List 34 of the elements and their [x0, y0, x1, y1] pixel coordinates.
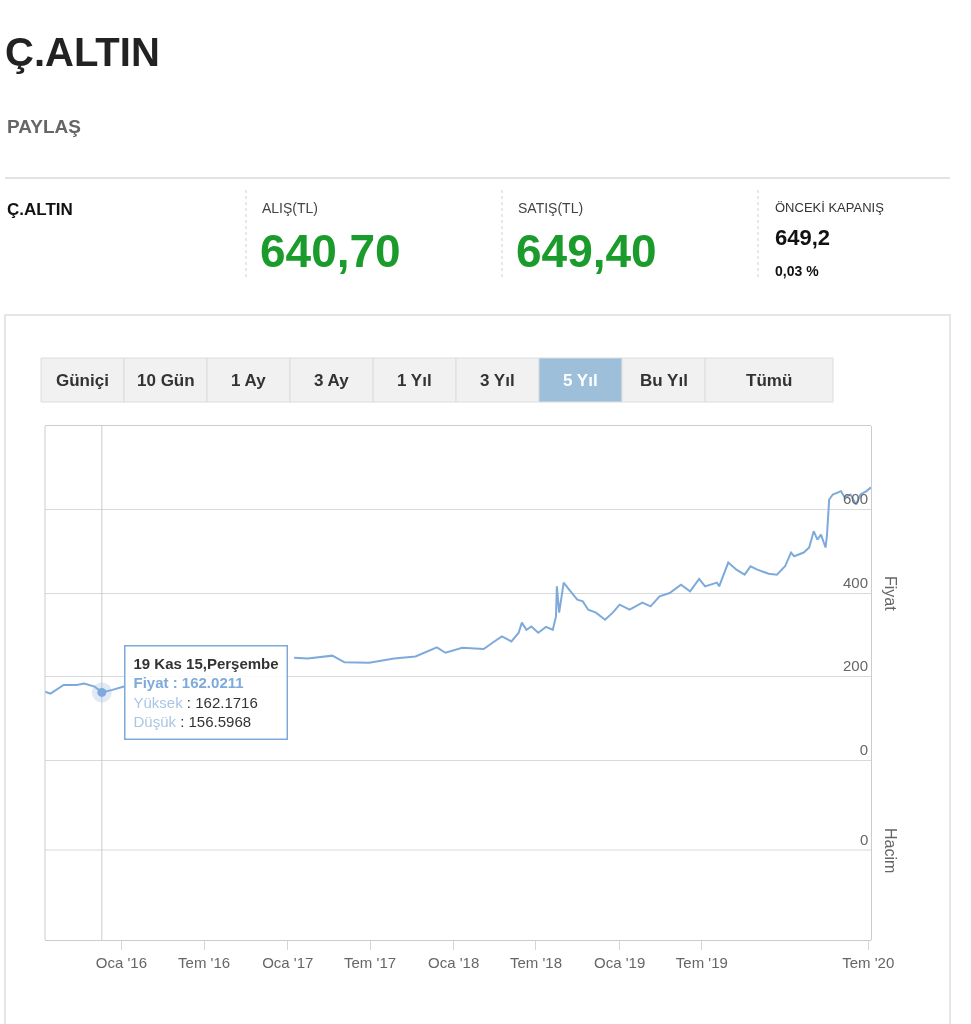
category-label: Bu Yıl	[640, 371, 688, 390]
x-tick-label: Oca '18	[428, 954, 480, 971]
x-tick-label: Oca '19	[593, 954, 646, 971]
category-label: 1 Ay	[231, 371, 267, 390]
category-label: 10 Gün	[137, 371, 195, 390]
x-tick-label: Tem '18	[509, 954, 562, 971]
y-tick-label: 0	[859, 740, 868, 758]
text: Ç.ALTIN	[7, 200, 73, 219]
text: ALIŞ(TL)	[262, 200, 319, 216]
text: 0,03 %	[775, 263, 820, 279]
category-label: Tümü	[746, 371, 793, 390]
text: 649,40	[516, 225, 657, 277]
category-label: Güniçi	[56, 371, 109, 390]
category-label: 3 Ay	[314, 371, 350, 390]
text: 649,2	[775, 225, 831, 250]
category-label: 5 Yıl	[563, 371, 598, 390]
text: 640,70	[260, 225, 401, 277]
x-tick-label: Tem '17	[344, 954, 397, 971]
y-tick-label: 200	[842, 657, 868, 675]
x-tick-label: Tem '20	[842, 954, 895, 971]
category-label: 1 Yıl	[397, 371, 432, 390]
annotation: 19 Kas 15,Perşembe Fiyat : 162.0211 Yüksek : 162.1716 Düşük : 156.5968	[133, 654, 279, 730]
y-tick-label: 400	[842, 573, 868, 591]
text: Hacim	[882, 828, 899, 874]
text: SATIŞ(TL)	[518, 200, 584, 216]
category-label: 3 Yıl	[480, 371, 515, 390]
y-axis-title: Fiyat	[882, 576, 900, 612]
text: ÖNCEKİ KAPANIŞ	[775, 200, 885, 215]
x-tick-label: Oca '16	[95, 954, 147, 971]
x-tick-label: Oca '17	[262, 954, 314, 971]
text: PAYLAŞ	[7, 116, 81, 137]
x-tick-label: Tem '19	[675, 954, 728, 971]
x-tick-label: Tem '16	[178, 954, 231, 971]
text: Ç.ALTIN	[5, 30, 160, 74]
